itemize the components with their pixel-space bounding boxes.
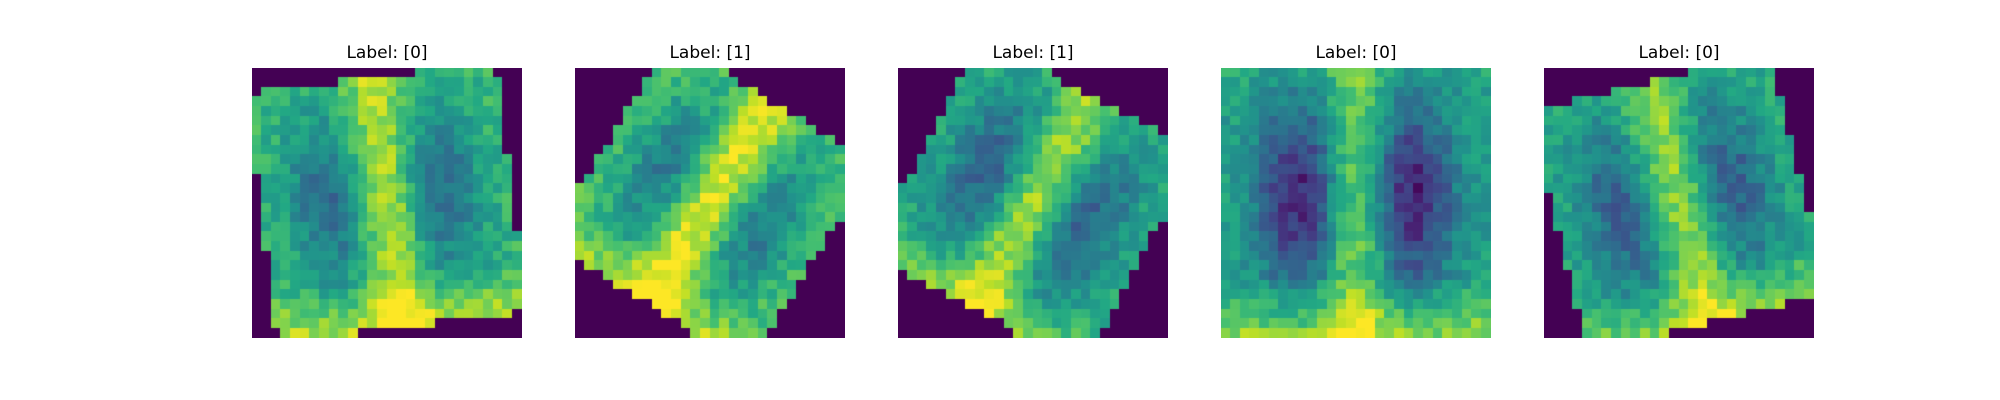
xray-image: [575, 68, 845, 338]
xray-image: [1221, 68, 1491, 338]
panel-2: Label: [1]: [575, 0, 845, 400]
panel-title: Label: [1]: [669, 43, 751, 63]
panel-3: Label: [1]: [898, 0, 1168, 400]
panel-title: Label: [1]: [992, 43, 1074, 63]
panel-1: Label: [0]: [252, 0, 522, 400]
panel-title: Label: [0]: [1638, 43, 1720, 63]
panel-4: Label: [0]: [1221, 0, 1491, 400]
panel-5: Label: [0]: [1544, 0, 1814, 400]
xray-image: [898, 68, 1168, 338]
xray-image: [252, 68, 522, 338]
xray-image: [1544, 68, 1814, 338]
panel-title: Label: [0]: [346, 43, 428, 63]
panel-title: Label: [0]: [1315, 43, 1397, 63]
